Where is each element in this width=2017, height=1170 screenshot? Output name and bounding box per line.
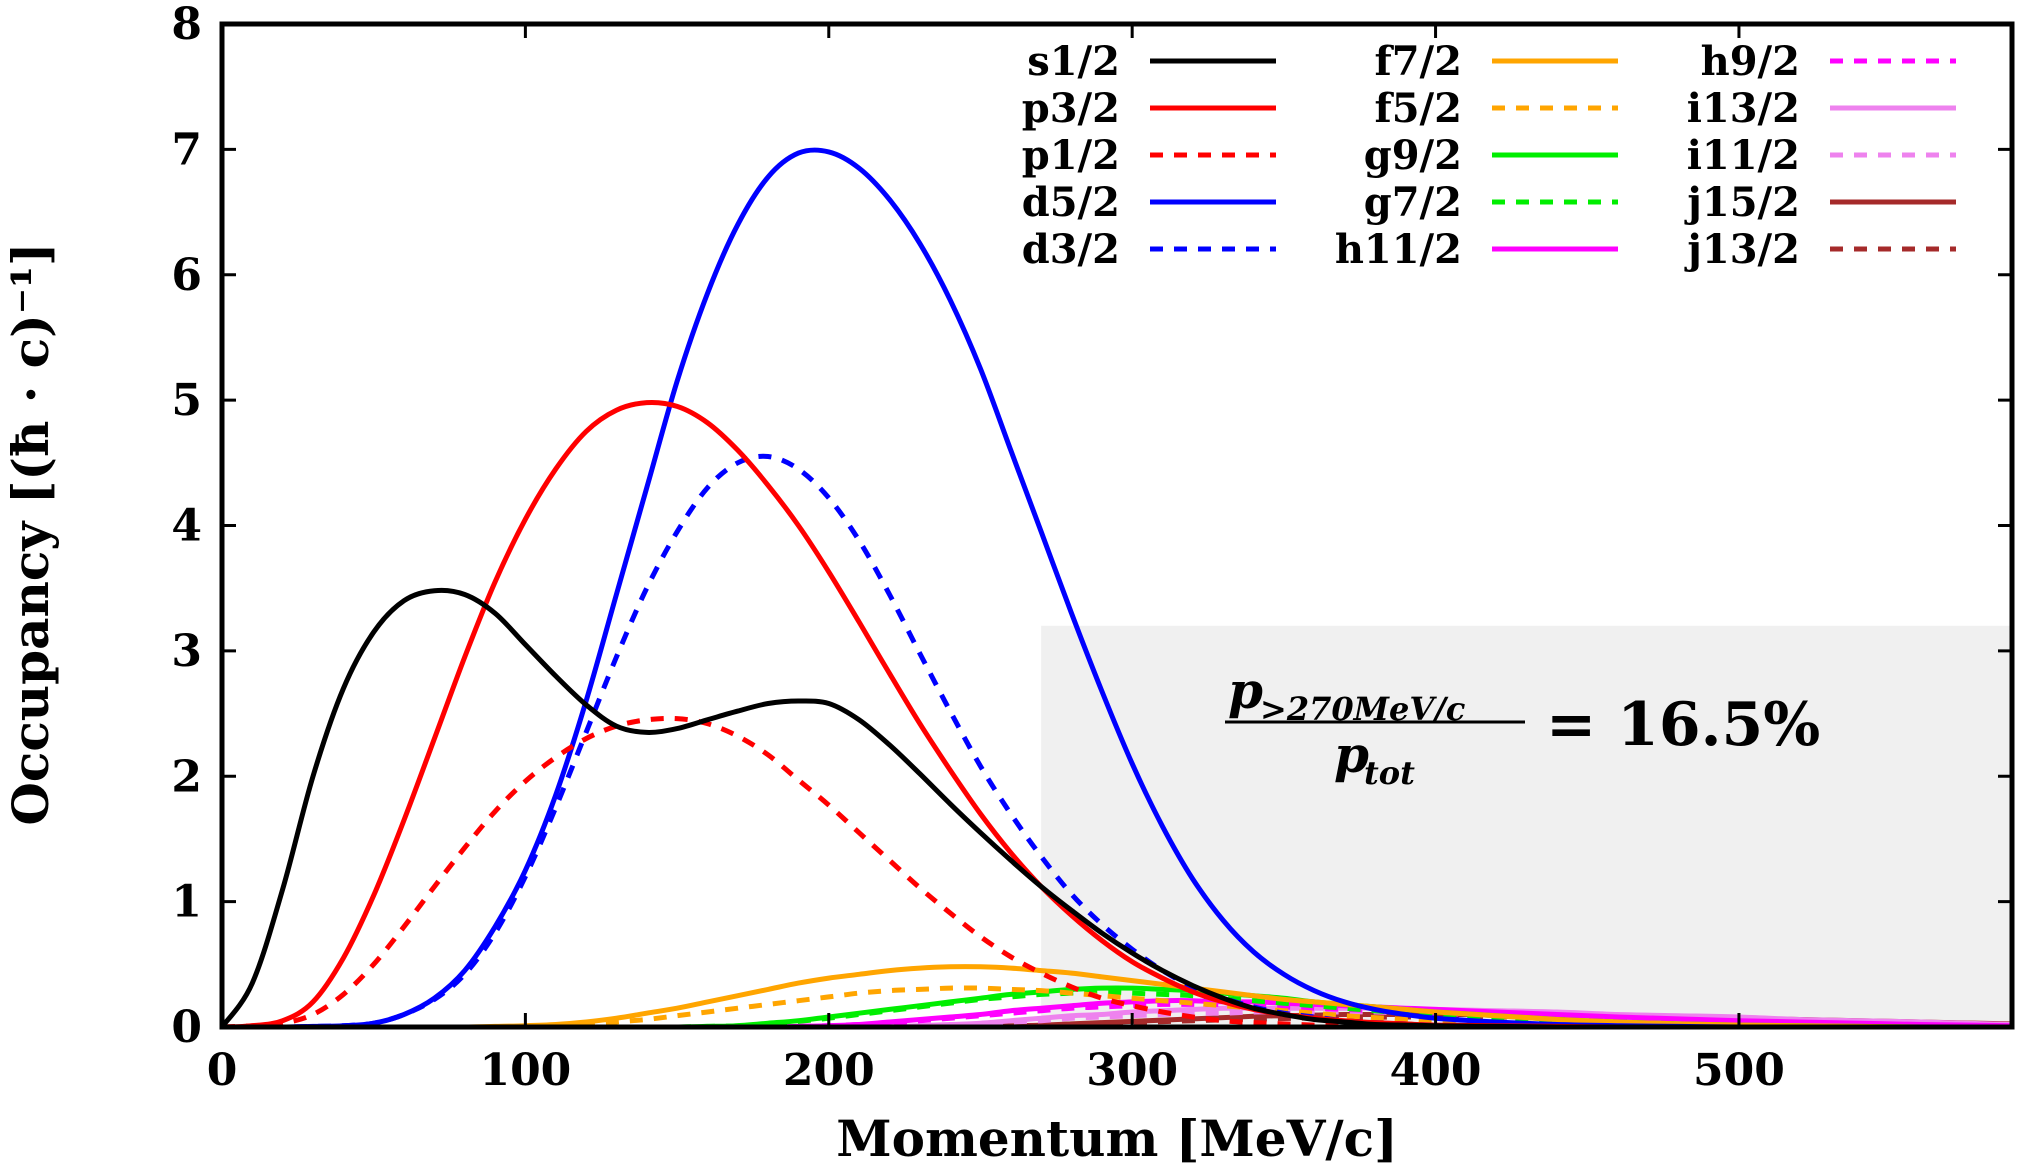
legend-label: p3/2	[1022, 85, 1120, 132]
legend: s1/2p3/2p1/2d5/2d3/2 f7/2f5/2g9/2g7/2h11/…	[1022, 38, 1956, 273]
y-tick-label: 8	[171, 0, 202, 50]
legend-item-h9-2: h9/2	[1701, 38, 1956, 85]
legend-item-p3-2: p3/2	[1022, 85, 1276, 132]
legend-item-g7-2: g7/2	[1364, 179, 1618, 226]
x-tick-label: 400	[1390, 1045, 1482, 1096]
shaded-region-layer	[1041, 625, 2012, 1027]
series-line-d5-2	[222, 147, 2012, 1030]
legend-item-j15-2: j15/2	[1684, 179, 1956, 226]
legend-item-d3-2: d3/2	[1022, 226, 1276, 273]
y-axis-title: Occupancy [(ħ · c)⁻¹]	[1, 242, 60, 825]
legend-label: g9/2	[1364, 132, 1462, 179]
legend-label: j15/2	[1684, 179, 1800, 226]
legend-item-f5-2: f5/2	[1375, 85, 1618, 132]
annotation-denominator: p	[1334, 725, 1369, 784]
legend-label: p1/2	[1022, 132, 1120, 179]
fraction-annotation: p >270MeV/c p tot = 16.5%	[1225, 661, 1820, 792]
legend-label: i13/2	[1687, 85, 1800, 132]
annotation-numerator: p	[1228, 661, 1263, 720]
y-tick-label: 2	[171, 751, 202, 802]
x-tick-label: 500	[1693, 1045, 1785, 1096]
legend-item-s1-2: s1/2	[1027, 38, 1276, 85]
legend-label: g7/2	[1364, 179, 1462, 226]
legend-item-j13-2: j13/2	[1684, 226, 1956, 273]
legend-label: j13/2	[1684, 226, 1800, 273]
legend-label: i11/2	[1687, 132, 1800, 179]
legend-item-i11-2: i11/2	[1687, 132, 1956, 179]
legend-label: h11/2	[1335, 226, 1462, 273]
legend-item-p1-2: p1/2	[1022, 132, 1276, 179]
y-tick-label: 0	[171, 1002, 202, 1053]
annotation-result: = 16.5%	[1546, 690, 1820, 760]
x-tick-label: 0	[207, 1045, 238, 1096]
legend-label: h9/2	[1701, 38, 1800, 85]
y-tick-label: 5	[171, 375, 202, 426]
legend-item-i13-2: i13/2	[1687, 85, 1956, 132]
x-axis-title: Momentum [MeV/c]	[836, 1109, 1398, 1168]
x-tick-label: 300	[1086, 1045, 1178, 1096]
shaded-region	[1041, 625, 2012, 1027]
x-tick-label: 100	[479, 1045, 571, 1096]
series-line-d3-2	[222, 453, 2012, 1030]
annotation-denominator-sub: tot	[1364, 754, 1415, 792]
y-tick-label: 6	[171, 250, 202, 301]
legend-label: f7/2	[1375, 38, 1462, 85]
legend-item-g9-2: g9/2	[1364, 132, 1618, 179]
legend-item-h11-2: h11/2	[1335, 226, 1618, 273]
legend-item-f7-2: f7/2	[1375, 38, 1618, 85]
x-tick-label: 200	[783, 1045, 875, 1096]
y-tick-label: 1	[171, 877, 202, 928]
axis-layer: 0 100 200 300 400 500 0 1 2 3 4 5 6 7 8	[171, 0, 2015, 1096]
legend-item-d5-2: d5/2	[1022, 179, 1276, 226]
legend-label: d5/2	[1022, 179, 1120, 226]
legend-label: s1/2	[1027, 38, 1120, 85]
y-tick-label: 7	[171, 124, 202, 175]
y-tick-label: 3	[171, 626, 202, 677]
legend-label: d3/2	[1022, 226, 1120, 273]
y-tick-label: 4	[171, 501, 202, 552]
legend-label: f5/2	[1375, 85, 1462, 132]
